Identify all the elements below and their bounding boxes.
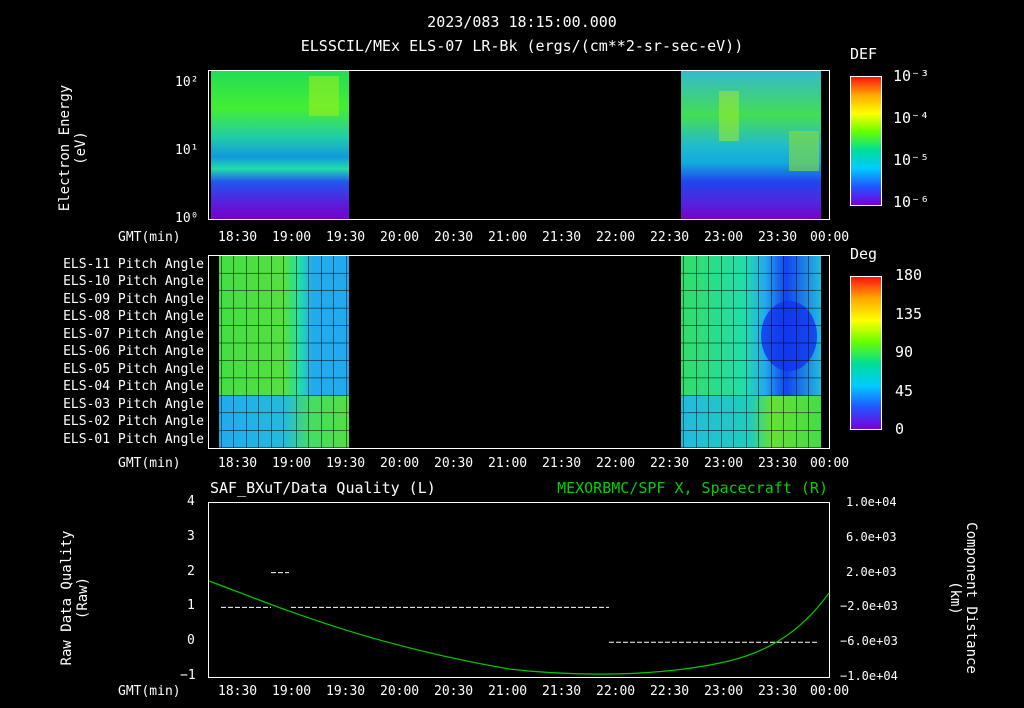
energy-ytick-10: 10¹ (175, 143, 199, 158)
energy-ylabel-line1: Electron Energy (57, 84, 73, 212)
xtick: 21:00 (488, 230, 528, 245)
xtick: 21:30 (542, 456, 582, 471)
quality-series (221, 572, 819, 643)
def-cbar-tick-1e-5: 10⁻⁵ (893, 151, 930, 169)
xtick: 00:00 (810, 230, 850, 245)
def-cbar-tick-1e-3: 10⁻³ (893, 67, 930, 85)
xtick: 23:30 (758, 684, 798, 699)
row-label: ELS-01 Pitch Angle (63, 432, 204, 447)
xtick: 19:00 (272, 456, 312, 471)
pitch-xlabel: GMT(min) (118, 456, 181, 471)
distance-ytick-1e4: 1.0e+04 (846, 495, 897, 509)
energy-ylabel: Electron Energy (eV) (57, 63, 89, 233)
xtick: 20:00 (380, 230, 420, 245)
distance-ylabel-line2: (km) (947, 581, 963, 615)
quality-ylabel: Raw Data Quality (Raw) (59, 513, 91, 683)
xtick: 22:30 (650, 230, 690, 245)
def-cbar-tick-1e-4: 10⁻⁴ (893, 109, 930, 127)
xtick: 20:00 (380, 684, 420, 699)
xtick: 20:30 (434, 456, 474, 471)
deg-cbar-tick-90: 90 (895, 343, 914, 361)
deg-cbar-tick-135: 135 (895, 305, 923, 323)
deg-cbar-tick-180: 180 (895, 266, 923, 284)
plot-subtitle: ELSSCIL/MEx ELS-07 LR-Bk (ergs/(cm**2-sr… (300, 37, 744, 55)
xtick: 23:30 (758, 230, 798, 245)
row-label: ELS-09 Pitch Angle (63, 292, 204, 307)
xtick: 00:00 (810, 684, 850, 699)
distance-ytick-6e3: 6.0e+03 (846, 530, 897, 544)
row-label: ELS-08 Pitch Angle (63, 309, 204, 324)
xtick: 21:30 (542, 230, 582, 245)
energy-spectrogram[interactable] (208, 70, 830, 220)
xtick: 22:30 (650, 684, 690, 699)
deg-cbar-tick-45: 45 (895, 382, 914, 400)
energy-xlabel: GMT(min) (118, 230, 181, 245)
distance-ylabel: Component Distance (km) (947, 513, 979, 683)
xtick: 23:00 (704, 456, 744, 471)
quality-distance-lines (208, 572, 830, 675)
left-series-title: SAF_BXuT/Data Quality (L) (210, 479, 436, 497)
spf-x-curve (208, 580, 830, 675)
xtick: 20:30 (434, 684, 474, 699)
xtick: 22:00 (596, 456, 636, 471)
quality-ytick-3: 3 (187, 529, 195, 544)
row-label: ELS-11 Pitch Angle (63, 257, 204, 272)
quality-ytick-0: 0 (187, 633, 195, 648)
pitch-angle-heatmap[interactable] (208, 255, 830, 449)
xtick: 23:00 (704, 684, 744, 699)
xtick: 22:30 (650, 456, 690, 471)
distance-ytick-neg2e3: −2.0e+03 (840, 599, 898, 613)
xtick: 19:00 (272, 230, 312, 245)
row-label: ELS-04 Pitch Angle (63, 379, 204, 394)
energy-spectrogram-image (211, 71, 821, 219)
distance-ytick-neg1e4: −1.0e+04 (840, 669, 898, 683)
quality-ytick-4: 4 (187, 494, 195, 509)
deg-colorbar (850, 276, 882, 430)
row-label: ELS-06 Pitch Angle (63, 344, 204, 359)
xtick: 18:30 (218, 456, 258, 471)
xtick: 20:30 (434, 230, 474, 245)
xtick: 23:30 (758, 456, 798, 471)
quality-distance-plot[interactable] (208, 502, 830, 678)
xtick: 20:00 (380, 456, 420, 471)
quality-ylabel-line1: Raw Data Quality (59, 530, 75, 666)
xtick: 19:30 (326, 230, 366, 245)
def-colorbar (850, 76, 882, 206)
row-label: ELS-03 Pitch Angle (63, 397, 204, 412)
energy-ytick-100: 10² (175, 75, 199, 90)
deg-colorbar-title: Deg (850, 245, 878, 263)
energy-ytick-1: 10⁰ (175, 211, 199, 226)
distance-ytick-2e3: 2.0e+03 (846, 565, 897, 579)
quality-ytick-1: 1 (187, 598, 195, 613)
xtick: 19:30 (326, 684, 366, 699)
quality-ytick-2: 2 (187, 564, 195, 579)
distance-ylabel-line1: Component Distance (963, 522, 979, 674)
quality-ylabel-line2: (Raw) (75, 576, 91, 620)
def-cbar-tick-1e-6: 10⁻⁶ (893, 193, 930, 211)
energy-ylabel-line2: (eV) (73, 131, 89, 165)
pitch-angle-image (219, 256, 821, 448)
distance-ytick-neg6e3: −6.0e+03 (840, 634, 898, 648)
xtick: 21:00 (488, 684, 528, 699)
row-label: ELS-02 Pitch Angle (63, 414, 204, 429)
row-label: ELS-07 Pitch Angle (63, 327, 204, 342)
plot-datetime: 2023/083 18:15:00.000 (427, 13, 617, 31)
row-label: ELS-05 Pitch Angle (63, 362, 204, 377)
quality-ytick-neg1: −1 (180, 668, 196, 683)
xtick: 22:00 (596, 230, 636, 245)
xtick: 00:00 (810, 456, 850, 471)
xtick: 19:00 (272, 684, 312, 699)
xtick: 23:00 (704, 230, 744, 245)
xtick: 19:30 (326, 456, 366, 471)
quality-xlabel: GMT(min) (118, 684, 181, 699)
xtick: 22:00 (596, 684, 636, 699)
row-label: ELS-10 Pitch Angle (63, 274, 204, 289)
deg-cbar-tick-0: 0 (895, 420, 905, 438)
right-series-title: MEXORBMC/SPF X, Spacecraft (R) (557, 479, 828, 497)
xtick: 21:00 (488, 456, 528, 471)
def-colorbar-title: DEF (850, 45, 878, 63)
xtick: 18:30 (218, 684, 258, 699)
xtick: 18:30 (218, 230, 258, 245)
xtick: 21:30 (542, 684, 582, 699)
